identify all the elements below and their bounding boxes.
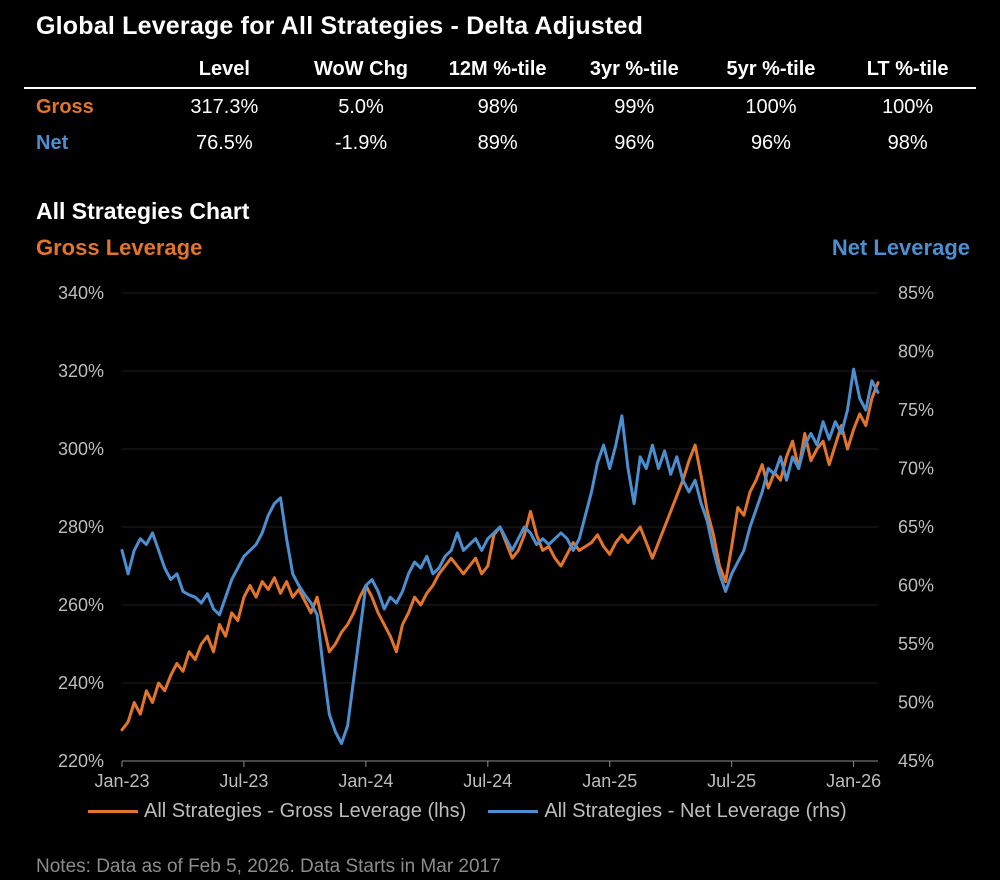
x-tick-label: Jan-26 — [826, 771, 881, 791]
table-cell: 76.5% — [195, 131, 253, 154]
notes: Notes: Data as of Feb 5, 2026. Data Star… — [36, 856, 501, 877]
table-header: 3yr %-tile — [565, 54, 703, 89]
y-tick-left: 260% — [58, 595, 104, 615]
y-tick-left: 240% — [58, 673, 104, 693]
series-layer — [120, 367, 880, 745]
table-cell: 100% — [745, 95, 797, 118]
y-tick-left: 320% — [58, 361, 104, 381]
table-cell: 96% — [750, 131, 791, 154]
right-axis-title: Net Leverage — [831, 235, 970, 260]
table-header-row: Level WoW Chg 12M %-tile 3yr %-tile 5yr … — [24, 54, 976, 89]
x-tick-label: Jul-24 — [463, 771, 512, 791]
legend-label-net: All Strategies - Net Leverage (rhs) — [544, 800, 847, 822]
table-header: WoW Chg — [292, 54, 430, 89]
table-cell: 89% — [477, 131, 518, 154]
series-line-net — [120, 367, 880, 745]
y-tick-right: 50% — [898, 693, 934, 713]
table-row-gross: Gross 317.3% 5.0% 98% 99% 100% 100% — [24, 88, 976, 125]
legend: All Strategies - Gross Leverage (lhs) Al… — [88, 800, 968, 823]
row-label-net: Net — [36, 131, 69, 154]
page-title: Global Leverage for All Strategies - Del… — [36, 12, 644, 40]
tick-layer: 220% 240% 260% 280% 300% 320% 340% 45% 50% 55% 60%… — [58, 283, 934, 791]
left-axis-title: Gross Leverage — [36, 235, 203, 260]
y-tick-left: 280% — [58, 517, 104, 537]
table-cell: 5.0% — [338, 95, 384, 118]
y-tick-left: 220% — [58, 751, 104, 771]
y-tick-right: 55% — [898, 634, 934, 654]
x-tick-label: Jul-23 — [219, 771, 268, 791]
y-tick-right: 85% — [898, 283, 934, 303]
table-row-net: Net 76.5% -1.9% 89% 96% 96% 98% — [24, 125, 976, 161]
legend-label-gross: All Strategies - Gross Leverage (lhs) — [144, 800, 467, 822]
y-tick-right: 70% — [898, 459, 934, 479]
table-cell: 100% — [882, 95, 934, 118]
row-label-gross: Gross — [36, 95, 94, 118]
y-tick-left: 340% — [58, 283, 104, 303]
y-tick-right: 75% — [898, 400, 934, 420]
stats-table: Level WoW Chg 12M %-tile 3yr %-tile 5yr … — [24, 54, 976, 161]
table-header: 12M %-tile — [429, 54, 566, 89]
table-header: 5yr %-tile — [702, 54, 840, 89]
table-header-blank — [24, 54, 156, 89]
table-cell: -1.9% — [334, 131, 388, 154]
y-tick-right: 65% — [898, 517, 934, 537]
y-tick-left: 300% — [58, 439, 104, 459]
y-tick-right: 45% — [898, 751, 934, 771]
table-cell: 99% — [614, 95, 655, 118]
legend-swatch-gross — [88, 810, 138, 813]
series-line-gross — [120, 381, 880, 732]
table-header: LT %-tile — [839, 54, 976, 89]
chart-title: All Strategies Chart — [36, 198, 250, 224]
table-cell: 96% — [614, 131, 655, 154]
legend-item-net: All Strategies - Net Leverage (rhs) — [488, 800, 847, 823]
table-header: Level — [156, 54, 293, 89]
table-cell: 98% — [477, 95, 518, 118]
x-tick-label: Jan-23 — [94, 771, 149, 791]
x-tick-label: Jul-25 — [707, 771, 756, 791]
x-tick-label: Jan-24 — [338, 771, 393, 791]
x-tick-label: Jan-25 — [582, 771, 637, 791]
table-cell: 317.3% — [190, 95, 259, 118]
table-cell: 98% — [887, 131, 928, 154]
legend-swatch-net — [488, 810, 539, 813]
y-tick-right: 80% — [898, 342, 934, 362]
legend-item-gross: All Strategies - Gross Leverage (lhs) — [88, 800, 466, 823]
y-tick-right: 60% — [898, 576, 934, 596]
